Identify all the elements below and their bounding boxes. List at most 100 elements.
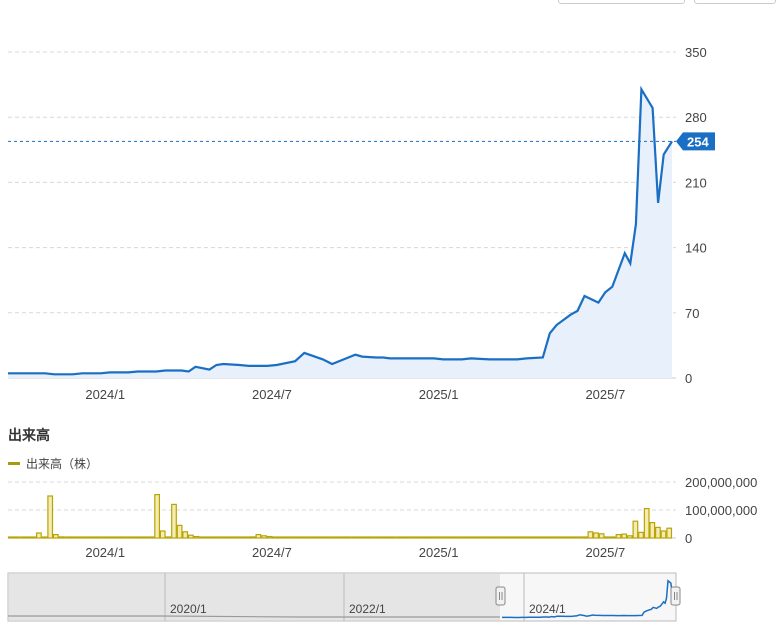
legend-swatch bbox=[8, 462, 20, 465]
volume-bar bbox=[548, 536, 554, 539]
volume-bar bbox=[300, 536, 307, 539]
volume-y-tick: 100,000,000 bbox=[685, 503, 757, 518]
volume-bar bbox=[92, 536, 99, 539]
volume-bar bbox=[418, 536, 425, 539]
volume-bar bbox=[233, 536, 239, 539]
volume-bar bbox=[452, 536, 459, 539]
volume-bar bbox=[7, 536, 14, 539]
volume-bar bbox=[401, 536, 408, 539]
volume-bar bbox=[159, 530, 166, 539]
volume-bar bbox=[311, 536, 318, 539]
volume-bar bbox=[75, 536, 82, 539]
volume-bar bbox=[531, 536, 537, 539]
volume-bar bbox=[503, 536, 509, 539]
volume-section-title: 出来高 bbox=[8, 427, 50, 443]
volume-bar bbox=[638, 531, 644, 539]
current-price-badge: 254 bbox=[676, 132, 715, 151]
price-y-axis: 0 70 140 210 280 350 bbox=[685, 45, 707, 386]
volume-bar bbox=[643, 508, 650, 539]
volume-bar bbox=[486, 536, 492, 539]
volume-bar bbox=[497, 536, 504, 539]
volume-bar bbox=[216, 536, 222, 539]
volume-bar bbox=[47, 495, 54, 539]
volume-bar bbox=[396, 536, 402, 539]
volume-bar bbox=[126, 536, 132, 539]
volume-bar bbox=[289, 536, 296, 539]
volume-bar bbox=[373, 536, 380, 539]
volume-bar bbox=[35, 532, 42, 539]
price-y-tick: 280 bbox=[685, 110, 707, 125]
volume-x-axis: 2024/1 2024/7 2025/1 2025/7 bbox=[85, 545, 625, 560]
volume-bar bbox=[266, 535, 273, 539]
volume-bar bbox=[609, 536, 616, 539]
current-price-label: 254 bbox=[687, 134, 709, 149]
volume-bar bbox=[519, 536, 526, 539]
volume-bar bbox=[553, 536, 560, 539]
volume-bar bbox=[480, 536, 487, 539]
volume-bar bbox=[278, 536, 284, 539]
volume-legend[interactable]: 出来高（株） bbox=[8, 455, 98, 472]
volume-bar bbox=[660, 530, 667, 539]
range-button-2[interactable] bbox=[694, 0, 776, 4]
volume-bar bbox=[13, 536, 20, 539]
volume-bar bbox=[323, 536, 329, 539]
volume-bar bbox=[227, 536, 234, 539]
volume-bar bbox=[294, 536, 301, 539]
volume-bar bbox=[204, 536, 211, 539]
volume-bar bbox=[508, 536, 515, 539]
volume-bar bbox=[199, 536, 206, 539]
volume-bar bbox=[666, 527, 673, 539]
volume-bar bbox=[368, 536, 374, 539]
volume-gridlines bbox=[8, 481, 676, 539]
volume-bar bbox=[598, 533, 605, 539]
navigator-x-tick: 2022/1 bbox=[349, 602, 386, 616]
volume-bar bbox=[30, 536, 37, 539]
navigator-x-tick: 2020/1 bbox=[170, 602, 207, 616]
volume-bar bbox=[272, 536, 279, 539]
volume-bar bbox=[390, 536, 397, 539]
volume-bar bbox=[334, 536, 341, 539]
volume-bar bbox=[109, 536, 116, 539]
volume-bar bbox=[249, 536, 256, 539]
navigator-right-handle[interactable] bbox=[670, 586, 681, 606]
volume-bar bbox=[328, 536, 335, 539]
volume-bars bbox=[7, 494, 673, 539]
price-x-axis: 2024/1 2024/7 2025/1 2025/7 bbox=[85, 387, 625, 402]
volume-bar bbox=[64, 536, 71, 539]
volume-bar bbox=[632, 520, 639, 539]
volume-bar bbox=[244, 536, 251, 539]
navigator-left-handle[interactable] bbox=[495, 586, 506, 606]
volume-bar bbox=[261, 535, 267, 539]
volume-bar bbox=[351, 536, 357, 539]
volume-bar bbox=[210, 536, 217, 539]
volume-bar bbox=[435, 536, 442, 539]
price-y-tick: 70 bbox=[685, 306, 699, 321]
volume-bar bbox=[654, 526, 661, 539]
range-button-1[interactable] bbox=[558, 0, 685, 4]
volume-legend-label: 出来高（株） bbox=[26, 457, 99, 471]
volume-bar bbox=[463, 536, 470, 539]
volume-bar bbox=[559, 536, 566, 539]
volume-y-tick: 0 bbox=[685, 531, 692, 546]
volume-bar bbox=[441, 536, 447, 539]
price-x-tick: 2024/1 bbox=[85, 387, 125, 402]
price-y-tick: 0 bbox=[685, 371, 692, 386]
volume-bar bbox=[536, 536, 543, 539]
volume-bar bbox=[103, 536, 110, 539]
range-navigator[interactable]: 2020/1 2022/1 2024/1 bbox=[7, 572, 681, 622]
volume-bar bbox=[306, 536, 312, 539]
price-area-fill bbox=[8, 89, 672, 379]
volume-bar bbox=[182, 531, 189, 539]
volume-bar bbox=[193, 535, 200, 539]
volume-bar bbox=[514, 536, 521, 539]
volume-bar bbox=[491, 536, 498, 539]
volume-bar bbox=[649, 521, 656, 539]
volume-bar bbox=[581, 536, 588, 539]
volume-bar bbox=[41, 536, 48, 539]
volume-bar bbox=[429, 536, 436, 539]
volume-bar bbox=[137, 536, 144, 539]
volume-bar bbox=[283, 536, 290, 539]
volume-bar bbox=[120, 536, 127, 539]
volume-bar bbox=[475, 536, 481, 539]
volume-bar bbox=[615, 533, 622, 539]
